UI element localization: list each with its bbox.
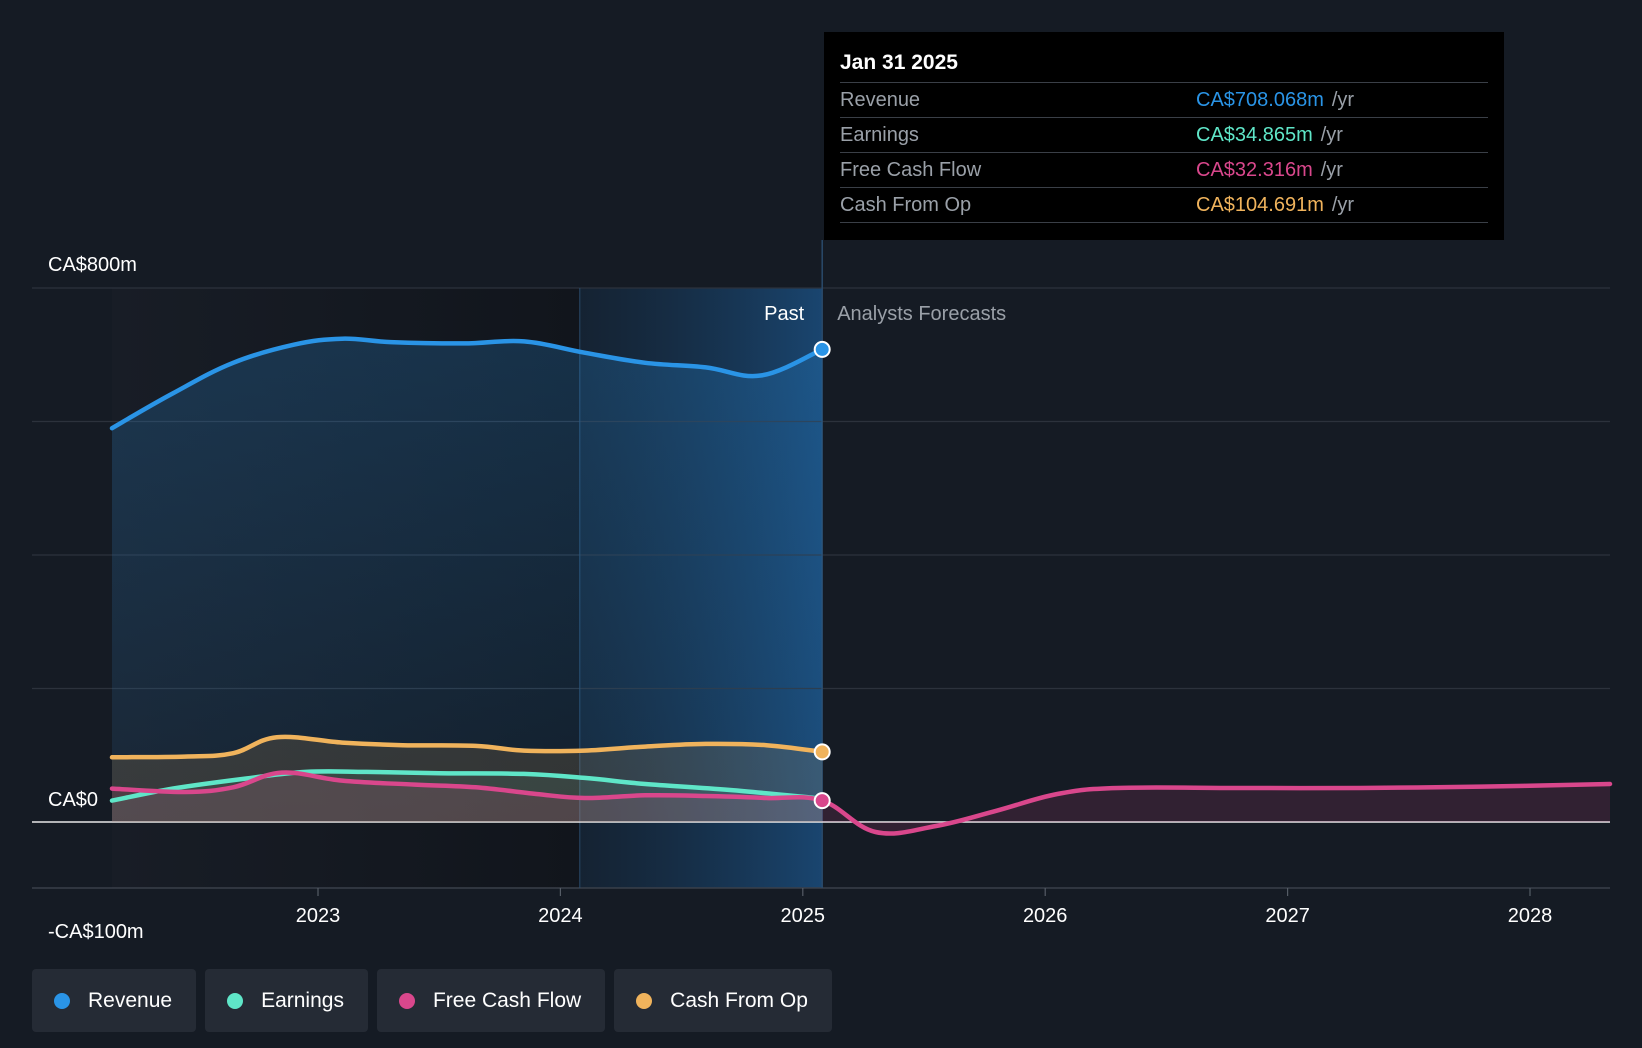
tooltip-row: Cash From Op CA$104.691m/yr (840, 188, 1488, 223)
tooltip-row-value: CA$34.865m (1196, 124, 1313, 146)
free-cash-flow-marker (813, 792, 831, 810)
tooltip-row-value: CA$32.316m (1196, 159, 1313, 181)
legend-item-cash-from-op[interactable]: Cash From Op (614, 969, 832, 1032)
tooltip-row-value: CA$708.068m (1196, 89, 1324, 111)
legend-dot-icon (227, 992, 244, 1009)
revenue-marker (813, 340, 831, 358)
forecast-label: Analysts Forecasts (837, 303, 1006, 325)
legend-dot-icon (636, 992, 653, 1009)
x-tick-label: 2023 (296, 905, 341, 927)
tooltip-row-name: Earnings (840, 124, 919, 146)
legend-label: Free Cash Flow (432, 988, 582, 1012)
tooltip-row: Free Cash Flow CA$32.316m/yr (840, 153, 1488, 188)
tooltip-panel: Jan 31 2025 Revenue CA$708.068m/yr Earning… (824, 32, 1504, 240)
revenue-area (112, 338, 823, 822)
tooltip-row-name: Cash From Op (840, 194, 972, 216)
tooltip-row-unit: /yr (1331, 89, 1355, 111)
tooltip-row-unit: /yr (1331, 194, 1355, 216)
x-tick-label: 2026 (1023, 905, 1068, 927)
legend-item-revenue[interactable]: Revenue (32, 969, 197, 1032)
x-tick-label: 2024 (538, 905, 583, 927)
tooltip-row-name: Revenue (840, 89, 921, 111)
earnings-line (109, 769, 825, 803)
legend-item-free-cash-flow[interactable]: Free Cash Flow (376, 969, 606, 1032)
x-tick-label: 2027 (1265, 905, 1310, 927)
tooltip-row: Earnings CA$34.865m/yr (840, 118, 1488, 153)
legend: Revenue Earnings Free Cash Flow Cash From O… (32, 969, 832, 1032)
free-cash-flow-line (109, 770, 1613, 836)
legend-label: Cash From Op (670, 988, 808, 1012)
tooltip-row-name: Free Cash Flow (840, 159, 982, 181)
y-axis-label: CA$0 (48, 789, 98, 811)
cash-from-op-area (112, 736, 823, 822)
legend-label: Revenue (88, 988, 173, 1012)
tooltip-row: Revenue CA$708.068m/yr (840, 83, 1488, 118)
legend-dot-icon (54, 992, 70, 1009)
legend-dot-icon (398, 992, 415, 1009)
x-tick-label: 2025 (781, 905, 826, 927)
y-axis-label: CA$800m (48, 254, 137, 276)
cash-from-op-line (109, 734, 825, 760)
x-tick-label: 2028 (1508, 905, 1553, 927)
past-label: Past (764, 303, 804, 325)
legend-item-earnings[interactable]: Earnings (205, 969, 368, 1032)
legend-label: Earnings (261, 988, 344, 1012)
tooltip-row-value: CA$104.691m (1196, 194, 1324, 216)
y-axis-label: -CA$100m (48, 921, 144, 943)
tooltip-date: Jan 31 2025 (840, 46, 1488, 83)
tooltip-row-unit: /yr (1320, 159, 1343, 181)
cash-from-op-marker (813, 743, 831, 761)
tooltip-row-unit: /yr (1320, 124, 1343, 146)
free-cash-flow-area (112, 772, 1610, 834)
revenue-line (109, 336, 825, 431)
chart-area: CA$800m CA$0 -CA$100m 2023 2024 2025 2026 2027 2… (32, 240, 1613, 943)
